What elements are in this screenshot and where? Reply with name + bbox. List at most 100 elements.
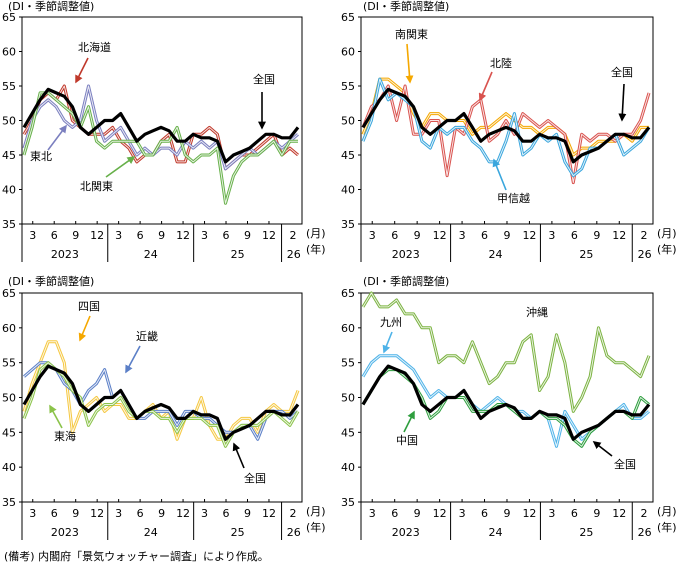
x-year-label: 2023 <box>392 526 420 539</box>
y-tick-label: 40 <box>2 184 16 197</box>
x-tick-label: 6 <box>137 507 144 520</box>
series-2-line-inner <box>23 85 299 170</box>
x-tick-label: 9 <box>244 229 251 242</box>
x-tick-label: 12 <box>176 507 190 520</box>
series-3-line-inner <box>23 362 299 447</box>
month-unit-label: (月) <box>306 227 326 240</box>
y-tick-label: 60 <box>341 322 355 335</box>
x-year-label: 2023 <box>392 248 420 261</box>
month-unit-label: (月) <box>306 505 326 518</box>
annotation-arrow <box>78 315 91 342</box>
unit-label: (DI・季節調整値) <box>8 0 94 13</box>
x-tick-label: 12 <box>262 507 276 520</box>
y-tick-label: 65 <box>341 11 355 24</box>
y-tick-label: 40 <box>2 461 16 474</box>
x-tick-label: 3 <box>459 229 466 242</box>
x-tick-label: 9 <box>158 229 165 242</box>
x-year-label: 24 <box>144 526 158 539</box>
x-tick-label: 9 <box>593 507 600 520</box>
x-tick-label: 12 <box>176 229 190 242</box>
x-tick-label: 6 <box>137 229 144 242</box>
x-year-label: 25 <box>231 248 245 261</box>
annotation-label: 北関東 <box>80 180 113 193</box>
year-unit-label: (年) <box>657 520 677 534</box>
y-tick-label: 55 <box>341 357 355 370</box>
annotation-label: 全国 <box>614 457 636 471</box>
x-year-label: 25 <box>231 526 245 539</box>
series-2-line-inner <box>362 85 650 184</box>
annotation-label: 東海 <box>54 429 76 443</box>
x-tick-label: 6 <box>571 229 578 242</box>
chart-panel-2: (DI・季節調整値) 35 40 45 50 55 60 65 3 6 9 12 3 6 9 12 3 6 9 12 2… <box>341 0 677 262</box>
y-tick-label: 55 <box>2 357 16 370</box>
x-year-label: 26 <box>638 526 652 539</box>
annotation-label: 北陸 <box>490 57 512 70</box>
x-tick-label: 6 <box>571 507 578 520</box>
x-tick-label: 2 <box>641 507 648 520</box>
annotation-arrow <box>232 442 245 469</box>
y-tick-label: 40 <box>341 184 355 197</box>
y-tick-label: 45 <box>341 426 355 439</box>
x-tick-label: 12 <box>612 507 626 520</box>
y-tick-label: 40 <box>341 461 355 474</box>
x-tick-label: 12 <box>262 229 276 242</box>
annotation-label: 全国 <box>611 65 633 79</box>
x-tick-label: 9 <box>72 507 79 520</box>
x-tick-label: 2 <box>290 229 297 242</box>
annotation-label: 東北 <box>30 150 52 163</box>
series-4-line <box>22 364 300 441</box>
y-tick-label: 35 <box>341 496 355 509</box>
annotation-label: 全国 <box>244 471 266 485</box>
annotation-arrow <box>492 158 507 191</box>
y-tick-label: 45 <box>2 149 16 162</box>
x-tick-label: 3 <box>548 229 555 242</box>
annotation-arrow <box>592 441 613 457</box>
x-tick-label: 6 <box>223 507 230 520</box>
x-tick-label: 2 <box>641 229 648 242</box>
x-tick-label: 3 <box>115 229 122 242</box>
annotation-label: 南関東 <box>395 28 428 41</box>
x-year-label: 24 <box>489 526 503 539</box>
x-year-label: 26 <box>287 526 301 539</box>
y-tick-label: 55 <box>2 80 16 93</box>
x-tick-label: 12 <box>433 507 447 520</box>
x-tick-label: 9 <box>414 507 421 520</box>
annotation-arrow <box>405 43 414 84</box>
month-unit-label: (月) <box>657 227 677 240</box>
series-2-line <box>361 354 650 448</box>
x-tick-label: 12 <box>90 507 104 520</box>
chart-panel-4: (DI・季節調整値) 35 40 45 50 55 60 65 3 6 9 12 3 6 9 12 3 6 9 12 2… <box>341 274 677 540</box>
series-4-line <box>22 87 300 164</box>
unit-label: (DI・季節調整値) <box>363 274 449 288</box>
annotation-arrow <box>75 57 89 84</box>
annotation-arrow <box>618 83 627 122</box>
x-tick-label: 6 <box>391 507 398 520</box>
y-tick-label: 65 <box>2 287 16 300</box>
annotation-arrow <box>478 71 493 102</box>
unit-label: (DI・季節調整値) <box>363 0 449 13</box>
x-tick-label: 3 <box>369 507 376 520</box>
y-tick-label: 35 <box>2 496 16 509</box>
series-1-line-inner <box>362 78 649 156</box>
year-unit-label: (年) <box>306 520 326 534</box>
y-tick-label: 45 <box>2 426 16 439</box>
annotation-label: 北海道 <box>78 40 111 54</box>
x-tick-label: 3 <box>29 507 36 520</box>
x-tick-label: 3 <box>201 507 208 520</box>
x-year-label: 26 <box>287 248 301 261</box>
y-tick-label: 45 <box>341 149 355 162</box>
x-tick-label: 12 <box>612 229 626 242</box>
x-tick-label: 9 <box>72 229 79 242</box>
x-tick-label: 6 <box>481 507 488 520</box>
x-tick-label: 9 <box>503 229 510 242</box>
x-tick-label: 6 <box>391 229 398 242</box>
x-year-label: 24 <box>144 248 158 261</box>
x-year-label: 25 <box>579 248 593 261</box>
series-3-line-inner <box>23 92 298 204</box>
annotation-label: 九州 <box>380 316 402 329</box>
x-tick-label: 6 <box>51 229 58 242</box>
annotation-label: 四国 <box>78 300 100 313</box>
annotation-label: 全国 <box>253 72 275 86</box>
annotation-label: 中国 <box>396 434 418 447</box>
